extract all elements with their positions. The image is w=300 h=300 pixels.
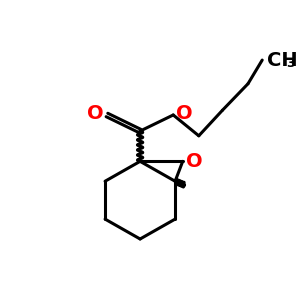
Text: O: O (87, 103, 103, 123)
Text: O: O (187, 152, 203, 171)
Text: O: O (176, 103, 193, 123)
Text: CH: CH (267, 51, 298, 70)
Text: 3: 3 (286, 57, 295, 70)
